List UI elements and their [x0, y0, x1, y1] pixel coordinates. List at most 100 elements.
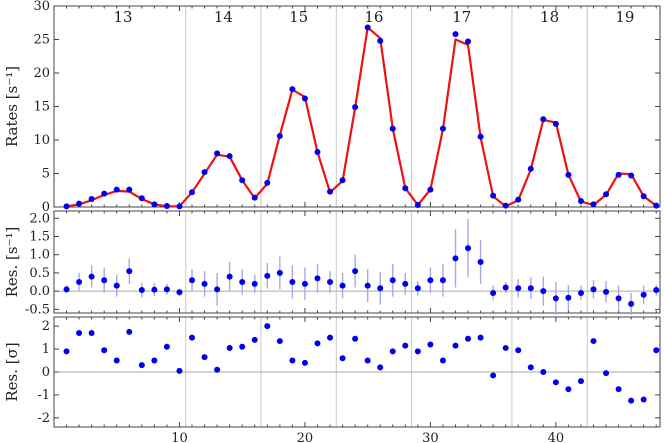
data-point: [477, 334, 484, 341]
data-point: [276, 132, 283, 139]
data-point: [364, 357, 371, 364]
data-point: [176, 203, 183, 210]
data-point: [439, 125, 446, 132]
y-tick-label: 0: [42, 200, 50, 215]
data-point: [402, 185, 409, 192]
data-point: [439, 277, 446, 284]
y-axis-title: Res. [s⁻¹]: [3, 227, 21, 298]
data-point: [402, 280, 409, 287]
data-point: [490, 289, 497, 296]
data-point: [201, 354, 208, 361]
data-point: [515, 285, 522, 292]
data-point: [289, 279, 296, 286]
data-point: [276, 269, 283, 276]
y-axis-title: Rates [s⁻¹]: [3, 66, 21, 147]
data-point: [214, 150, 221, 157]
data-point: [289, 357, 296, 364]
data-point: [301, 359, 308, 366]
data-point: [63, 286, 70, 293]
data-point: [264, 272, 271, 279]
y-axis-title: Res. [σ]: [3, 342, 21, 401]
data-point: [490, 372, 497, 379]
data-point: [515, 196, 522, 203]
y-tick-label: 0.0: [29, 284, 50, 299]
y-tick-label: -1: [37, 388, 50, 403]
y-tick-label: 0.5: [29, 266, 50, 281]
group-label: 17: [452, 8, 471, 26]
data-point: [628, 172, 635, 179]
data-point: [226, 273, 233, 280]
panel-rates: 0 5 10 15 20 25 30 Rates [s⁻¹] 13 14 15 16 17 18 19: [3, 0, 661, 215]
data-point: [465, 335, 472, 342]
y-tick-label: 20: [33, 66, 50, 81]
data-point: [603, 370, 610, 377]
data-point: [515, 347, 522, 354]
data-point: [552, 379, 559, 386]
group-label: 15: [289, 8, 308, 26]
data-point: [427, 186, 434, 193]
data-point: [176, 367, 183, 374]
data-point: [76, 330, 83, 337]
data-point: [264, 179, 271, 186]
y-tick-label: -0.5: [25, 302, 50, 317]
data-point: [364, 282, 371, 289]
data-point: [176, 289, 183, 296]
data-point: [540, 288, 547, 295]
data-point: [653, 347, 660, 354]
data-point: [577, 197, 584, 204]
data-point: [327, 279, 334, 286]
data-point: [189, 277, 196, 284]
plot-frame: [53, 210, 661, 314]
data-point: [615, 171, 622, 178]
data-point: [377, 364, 384, 371]
data-point: [502, 202, 509, 209]
group-label: 18: [540, 8, 559, 26]
y-tick-label: 15: [33, 100, 50, 115]
data-point: [352, 335, 359, 342]
data-point: [163, 286, 170, 293]
data-point: [101, 190, 108, 197]
data-point: [465, 38, 472, 45]
y-tick-label: -2: [37, 411, 50, 426]
data-point: [377, 285, 384, 292]
data-point: [214, 366, 221, 373]
data-point: [226, 344, 233, 351]
data-point: [214, 286, 221, 293]
y-tick-label: 10: [33, 133, 50, 148]
data-point: [389, 277, 396, 284]
data-point: [276, 338, 283, 345]
data-point: [640, 291, 647, 298]
data-point: [427, 277, 434, 284]
y-tick-label: 1: [42, 342, 50, 357]
data-point: [101, 347, 108, 354]
data-point: [251, 194, 258, 201]
data-point: [603, 191, 610, 198]
data-point: [565, 386, 572, 393]
data-point: [452, 342, 459, 349]
data-point: [628, 300, 635, 307]
data-point: [264, 323, 271, 330]
data-point: [138, 287, 145, 294]
y-tick-label: 30: [33, 0, 50, 14]
fit-line: [66, 26, 657, 208]
data-point: [251, 336, 258, 343]
data-point: [402, 342, 409, 349]
y-tick-label: 2: [42, 319, 50, 334]
data-point: [590, 286, 597, 293]
data-point: [414, 348, 421, 355]
data-point: [640, 193, 647, 200]
data-point: [414, 285, 421, 292]
data-point: [138, 195, 145, 202]
x-tick-label: 20: [297, 431, 314, 443]
data-point: [301, 280, 308, 287]
data-point: [339, 177, 346, 184]
data-point: [76, 279, 83, 286]
data-point: [88, 273, 95, 280]
data-point: [327, 188, 334, 195]
data-point: [88, 195, 95, 202]
data-point: [540, 369, 547, 375]
y-tick-label: 2.0: [29, 211, 50, 226]
data-point: [377, 37, 384, 44]
data-point: [577, 289, 584, 296]
